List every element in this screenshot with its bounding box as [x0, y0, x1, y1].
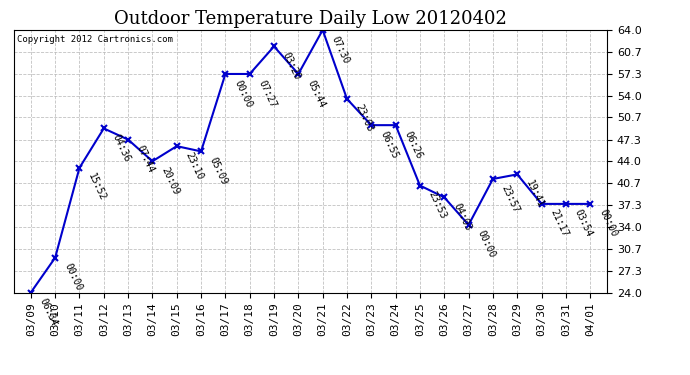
Title: Outdoor Temperature Daily Low 20120402: Outdoor Temperature Daily Low 20120402: [114, 10, 507, 28]
Text: 07:27: 07:27: [257, 78, 278, 109]
Text: 06:34: 06:34: [38, 297, 59, 327]
Text: 06:26: 06:26: [402, 129, 424, 160]
Text: Copyright 2012 Cartronics.com: Copyright 2012 Cartronics.com: [17, 35, 172, 44]
Text: 20:09: 20:09: [159, 165, 181, 196]
Text: 00:00: 00:00: [62, 262, 83, 293]
Text: 00:00: 00:00: [597, 208, 619, 239]
Text: 04:03: 04:03: [451, 201, 473, 232]
Text: 06:55: 06:55: [378, 129, 400, 160]
Text: 07:30: 07:30: [330, 34, 351, 65]
Text: 23:03: 23:03: [354, 103, 375, 134]
Text: 19:41: 19:41: [524, 178, 546, 209]
Text: 00:00: 00:00: [233, 78, 254, 109]
Text: 04:36: 04:36: [110, 133, 132, 164]
Text: 15:52: 15:52: [86, 172, 108, 203]
Text: 00:00: 00:00: [475, 229, 497, 260]
Text: 23:57: 23:57: [500, 183, 522, 214]
Text: 03:54: 03:54: [573, 208, 594, 239]
Text: 05:09: 05:09: [208, 156, 230, 186]
Text: 07:44: 07:44: [135, 144, 157, 175]
Text: 21:17: 21:17: [549, 208, 570, 239]
Text: 23:10: 23:10: [184, 150, 205, 181]
Text: 05:44: 05:44: [305, 78, 327, 109]
Text: 03:20: 03:20: [281, 51, 302, 81]
Text: 23:53: 23:53: [427, 190, 449, 220]
